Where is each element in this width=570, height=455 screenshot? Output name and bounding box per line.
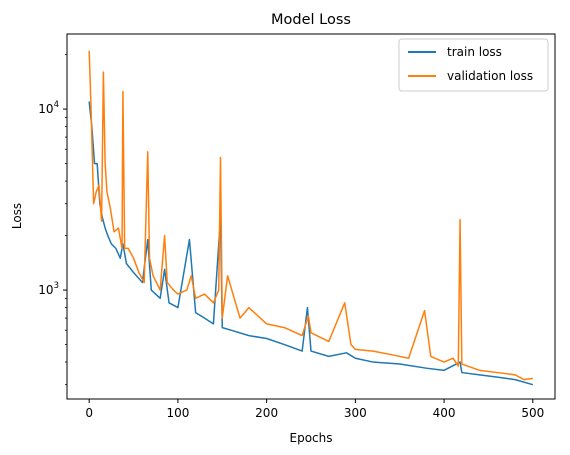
legend: train loss validation loss <box>398 38 549 92</box>
legend-label-train-loss: train loss <box>447 45 502 59</box>
chart-title: Model Loss <box>271 12 351 28</box>
x-tick-label: 300 <box>344 406 367 420</box>
x-tick-label: 200 <box>255 406 278 420</box>
legend-label-validation-loss: validation loss <box>447 69 533 83</box>
series-line-train-loss <box>88 101 534 386</box>
y-axis: 104 103 <box>38 54 67 386</box>
x-axis-label: Epochs <box>290 431 333 445</box>
x-tick-label: 100 <box>166 406 189 420</box>
series-layer <box>88 50 534 386</box>
legend-box <box>398 38 549 92</box>
x-tick-label: 500 <box>521 406 544 420</box>
x-tick-label: 400 <box>433 406 456 420</box>
y-axis-label: Loss <box>10 203 24 229</box>
y-tick-label: 103 <box>38 281 59 297</box>
plot-area-frame <box>66 33 556 400</box>
series-line-validation-loss <box>88 50 533 381</box>
x-tick-label: 0 <box>85 406 93 420</box>
y-tick-label: 104 <box>38 100 59 116</box>
x-axis: 0 100 200 300 400 500 <box>85 399 544 420</box>
